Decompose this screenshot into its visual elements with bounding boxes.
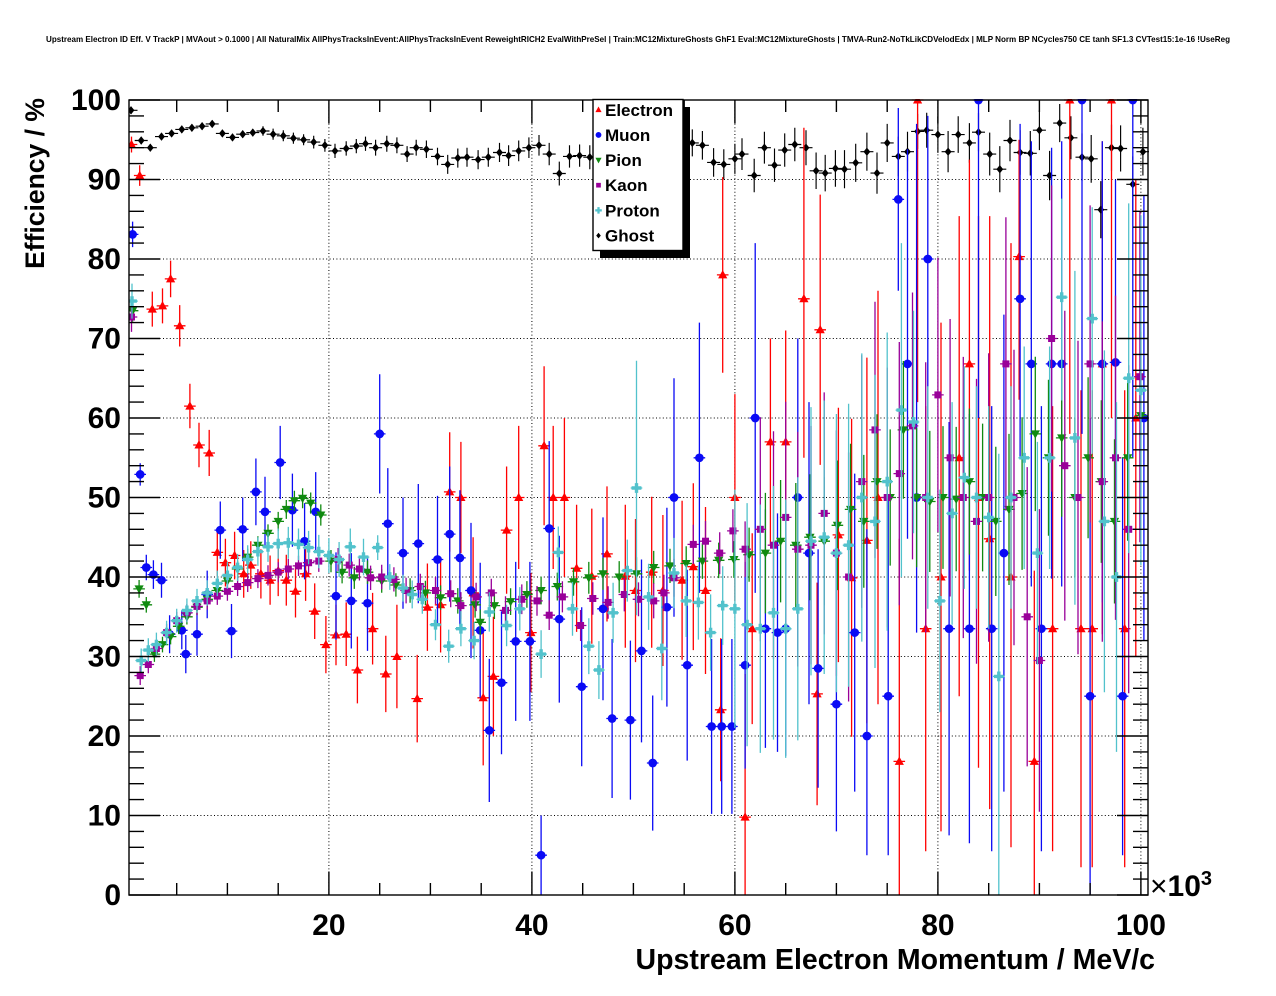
svg-text:0: 0 xyxy=(104,879,121,912)
svg-text:Electron: Electron xyxy=(605,101,673,120)
svg-text:70: 70 xyxy=(88,323,121,356)
svg-text:20: 20 xyxy=(88,720,121,753)
svg-text:40: 40 xyxy=(515,909,548,942)
svg-text:Kaon: Kaon xyxy=(605,176,648,195)
svg-text:60: 60 xyxy=(718,909,751,942)
svg-text:100: 100 xyxy=(71,84,121,117)
svg-text:90: 90 xyxy=(88,164,121,197)
svg-text:×103: ×103 xyxy=(1150,868,1212,903)
svg-text:60: 60 xyxy=(88,402,121,435)
svg-text:80: 80 xyxy=(921,909,954,942)
svg-text:50: 50 xyxy=(88,482,121,515)
svg-text:40: 40 xyxy=(88,561,121,594)
svg-text:30: 30 xyxy=(88,641,121,674)
svg-text:Ghost: Ghost xyxy=(605,227,654,246)
svg-text:80: 80 xyxy=(88,243,121,276)
svg-text:10: 10 xyxy=(88,800,121,833)
svg-text:Pion: Pion xyxy=(605,151,642,170)
svg-text:100: 100 xyxy=(1116,909,1166,942)
svg-text:Efficiency / %: Efficiency / % xyxy=(20,98,50,269)
svg-text:Upstream Electron ID Eff. V Tr: Upstream Electron ID Eff. V TrackP | MVA… xyxy=(46,35,1230,44)
svg-text:Upstream Electron Momentum / M: Upstream Electron Momentum / MeV/c xyxy=(636,944,1156,976)
svg-text:Proton: Proton xyxy=(605,201,660,220)
svg-text:20: 20 xyxy=(312,909,345,942)
svg-text:Muon: Muon xyxy=(605,126,650,145)
